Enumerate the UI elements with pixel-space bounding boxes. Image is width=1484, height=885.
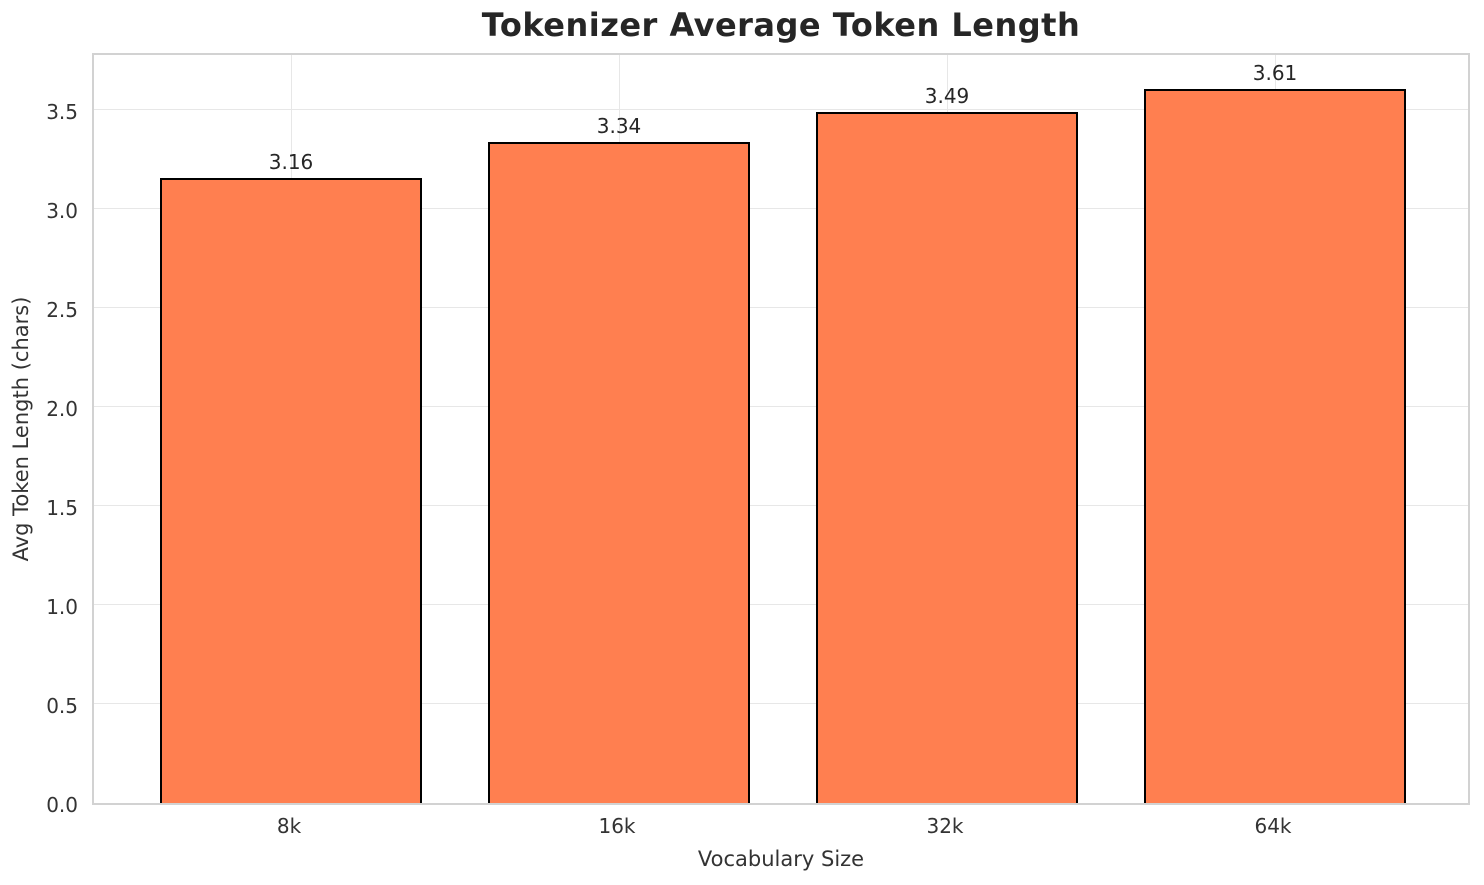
bar xyxy=(488,142,750,803)
y-tick-label: 3.5 xyxy=(46,100,78,124)
y-axis-label: Avg Token Length (chars) xyxy=(9,296,33,562)
y-tick-label: 1.5 xyxy=(46,496,78,520)
gridline-horizontal xyxy=(94,208,1468,209)
y-tick-label: 0.5 xyxy=(46,694,78,718)
x-tick-label: 16k xyxy=(598,814,636,838)
bar-value-label: 3.16 xyxy=(268,150,314,174)
chart-title: Tokenizer Average Token Length xyxy=(481,6,1081,44)
bar-value-label: 3.61 xyxy=(1252,61,1298,85)
bar xyxy=(160,178,422,803)
bar-value-label: 3.49 xyxy=(924,84,970,108)
x-tick-label: 8k xyxy=(276,814,302,838)
gridline-horizontal xyxy=(94,505,1468,506)
y-tick-label: 0.0 xyxy=(46,793,78,817)
y-tick-label: 1.0 xyxy=(46,595,78,619)
plot-area: 3.16 3.34 3.49 3.61 xyxy=(92,53,1470,805)
x-axis-label: Vocabulary Size xyxy=(697,847,865,871)
bar xyxy=(1144,89,1406,803)
gridline-horizontal xyxy=(94,406,1468,407)
gridline-horizontal xyxy=(94,109,1468,110)
y-tick-label: 3.0 xyxy=(46,199,78,223)
x-tick-label: 32k xyxy=(926,814,964,838)
bar xyxy=(816,112,1078,803)
bar-value-label: 3.34 xyxy=(596,114,642,138)
gridline-horizontal xyxy=(94,307,1468,308)
y-tick-label: 2.0 xyxy=(46,397,78,421)
y-tick-label: 2.5 xyxy=(46,298,78,322)
x-tick-label: 64k xyxy=(1254,814,1292,838)
gridline-horizontal xyxy=(94,604,1468,605)
gridline-horizontal xyxy=(94,703,1468,704)
